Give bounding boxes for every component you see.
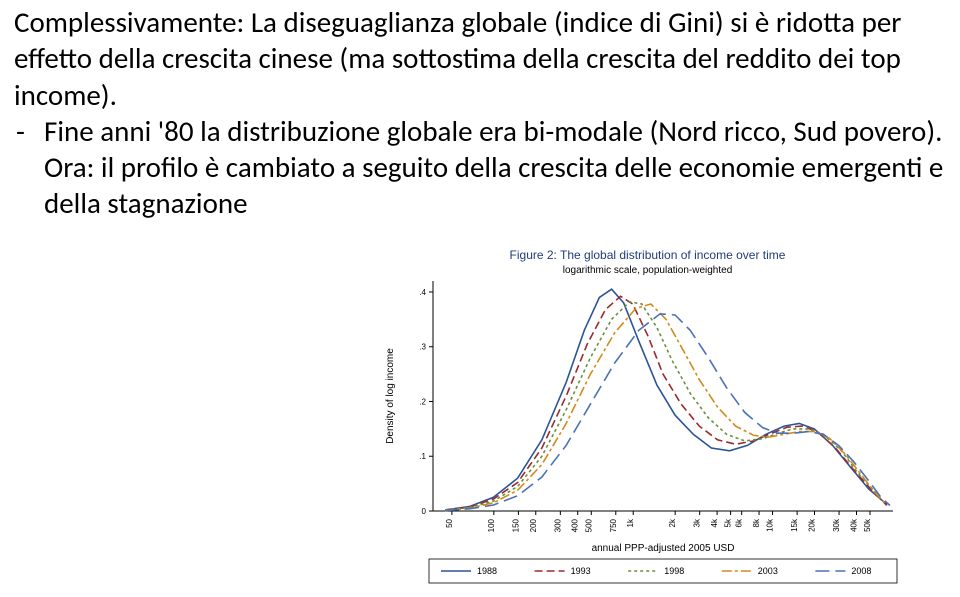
svg-text:6k: 6k	[735, 518, 744, 527]
svg-text:30k: 30k	[832, 518, 841, 532]
bullet-marker: -	[14, 113, 44, 222]
svg-text:40k: 40k	[850, 518, 859, 532]
svg-text:3k: 3k	[693, 518, 702, 527]
svg-text:Density of log income: Density of log income	[385, 348, 396, 444]
figure-container: Figure 2: The global distribution of inc…	[375, 245, 920, 591]
svg-text:1998: 1998	[664, 566, 684, 576]
svg-text:50k: 50k	[863, 518, 872, 532]
svg-text:.1: .1	[419, 452, 426, 461]
svg-text:.4: .4	[419, 288, 426, 297]
svg-text:2k: 2k	[668, 518, 677, 527]
svg-text:150: 150	[511, 518, 520, 532]
svg-text:1993: 1993	[571, 566, 591, 576]
svg-text:300: 300	[553, 518, 562, 532]
svg-text:750: 750	[609, 518, 618, 532]
svg-text:1988: 1988	[477, 566, 497, 576]
bullet-row: - Fine anni '80 la distribuzione globale…	[0, 113, 960, 222]
svg-text:2008: 2008	[851, 566, 871, 576]
svg-text:100: 100	[487, 518, 496, 532]
svg-text:5k: 5k	[724, 518, 733, 527]
svg-text:15k: 15k	[790, 518, 799, 532]
paragraph-main: Complessivamente: La diseguaglianza glob…	[0, 0, 960, 113]
svg-text:Figure 2: The global distribut: Figure 2: The global distribution of inc…	[510, 248, 786, 262]
svg-text:annual PPP-adjusted 2005 USD: annual PPP-adjusted 2005 USD	[592, 543, 735, 554]
distribution-chart: Figure 2: The global distribution of inc…	[375, 245, 920, 591]
svg-text:400: 400	[571, 518, 580, 532]
svg-text:8k: 8k	[752, 518, 761, 527]
svg-text:4k: 4k	[710, 518, 719, 527]
paragraph-main-text: Complessivamente: La diseguaglianza glob…	[14, 4, 901, 113]
svg-text:20k: 20k	[807, 518, 816, 532]
svg-text:.3: .3	[419, 343, 426, 352]
svg-text:logarithmic scale, population-: logarithmic scale, population-weighted	[563, 265, 733, 276]
svg-text:1k: 1k	[626, 518, 635, 527]
svg-text:50: 50	[445, 518, 454, 527]
svg-text:2003: 2003	[758, 566, 778, 576]
svg-text:10k: 10k	[766, 518, 775, 532]
svg-text:.2: .2	[419, 397, 426, 406]
svg-text:500: 500	[584, 518, 593, 532]
svg-text:200: 200	[529, 518, 538, 532]
svg-text:0: 0	[422, 507, 427, 516]
bullet-text: Fine anni '80 la distribuzione globale e…	[44, 113, 946, 222]
